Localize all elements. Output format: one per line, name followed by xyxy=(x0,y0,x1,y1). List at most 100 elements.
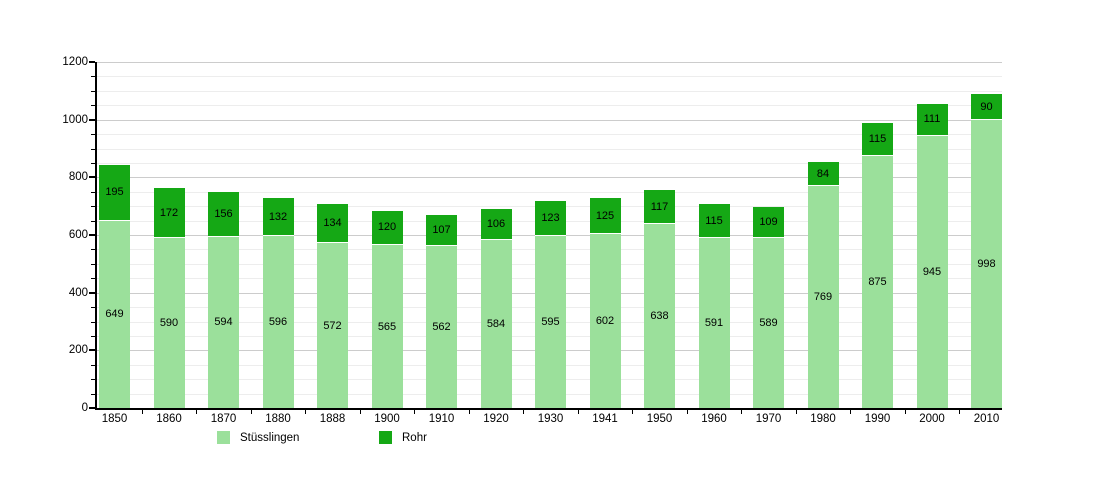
major-gridline xyxy=(97,119,1002,121)
bar-segment-stusslingen: 769 xyxy=(807,186,839,408)
x-axis-tick xyxy=(359,410,361,414)
value-label-stusslingen: 591 xyxy=(704,316,724,329)
bar-segment-stusslingen: 565 xyxy=(371,245,403,408)
bar-group-1880: 132 596 1880 xyxy=(262,62,294,425)
value-label-rohr: 115 xyxy=(705,214,723,227)
bar-segment-stusslingen: 602 xyxy=(589,234,621,408)
x-axis-tick xyxy=(305,410,307,414)
x-axis-tick-label: 1880 xyxy=(265,413,291,425)
minor-gridline xyxy=(97,191,1002,193)
bar-segment-rohr: 115 xyxy=(698,204,730,238)
y-minor-tick xyxy=(91,249,95,251)
x-axis-tick xyxy=(632,410,634,414)
minor-gridline xyxy=(97,162,1002,164)
x-axis-tick-label: 1920 xyxy=(483,413,509,425)
bar-group-1870: 156 594 1870 xyxy=(208,62,239,425)
value-label-rohr: 107 xyxy=(432,224,451,237)
y-minor-tick xyxy=(91,307,95,309)
y-minor-tick xyxy=(91,90,95,92)
bar-segment-stusslingen: 945 xyxy=(916,135,948,408)
bar-segment-rohr: 115 xyxy=(862,122,893,156)
bar-segment-rohr: 109 xyxy=(753,206,784,239)
x-axis-tick xyxy=(196,410,198,414)
x-axis-tick xyxy=(577,410,579,414)
y-minor-tick xyxy=(91,364,95,366)
x-axis-tick xyxy=(795,410,797,414)
y-axis xyxy=(95,62,97,410)
bar-segment-rohr: 106 xyxy=(480,209,512,240)
value-label-stusslingen: 590 xyxy=(159,316,179,329)
y-minor-tick xyxy=(91,379,95,381)
bar-segment-stusslingen: 595 xyxy=(535,236,566,408)
value-label-rohr: 125 xyxy=(595,209,615,222)
y-minor-tick xyxy=(91,321,95,323)
bar-segment-rohr: 123 xyxy=(535,201,566,237)
bar-segment-rohr: 172 xyxy=(153,188,185,238)
minor-gridline xyxy=(97,134,1002,136)
value-label-stusslingen: 602 xyxy=(595,315,615,328)
bar-segment-stusslingen: 875 xyxy=(862,155,893,408)
y-minor-tick xyxy=(91,105,95,107)
y-axis-tick-label: 600 xyxy=(68,229,88,241)
bar-group-1950: 117 638 1950 xyxy=(644,62,675,425)
x-axis-tick-label: 1860 xyxy=(156,413,182,425)
bar-group-2000: 111 945 2000 xyxy=(916,62,948,425)
major-gridline xyxy=(97,62,1002,63)
legend-label-rohr: Rohr xyxy=(402,431,427,444)
value-label-rohr: 123 xyxy=(541,212,560,225)
y-minor-tick xyxy=(91,148,95,150)
value-label-stusslingen: 589 xyxy=(759,317,778,330)
legend-label-stusslingen: Stüsslingen xyxy=(240,431,300,444)
bar-segment-stusslingen: 998 xyxy=(971,120,1002,408)
minor-gridline xyxy=(97,76,1002,78)
x-axis-tick-label: 1950 xyxy=(646,413,673,425)
bar-segment-rohr: 132 xyxy=(262,198,294,237)
y-axis-tick-label: 0 xyxy=(81,402,88,414)
y-minor-tick xyxy=(91,206,95,208)
bar-segment-stusslingen: 594 xyxy=(208,236,239,408)
x-axis-tick xyxy=(523,410,525,414)
x-axis-tick-label: 1870 xyxy=(210,413,237,425)
minor-gridline xyxy=(97,105,1002,107)
bar-segment-rohr: 156 xyxy=(208,191,239,237)
bar-segment-stusslingen: 589 xyxy=(753,238,784,408)
x-axis-tick xyxy=(850,410,852,414)
x-axis-tick xyxy=(250,410,252,414)
value-label-stusslingen: 594 xyxy=(214,316,233,329)
y-major-tick xyxy=(89,176,95,179)
x-axis-tick xyxy=(904,410,906,414)
x-axis-tick-label: 1970 xyxy=(755,413,782,425)
bar-segment-rohr: 120 xyxy=(371,210,403,246)
bar-group-1900: 120 565 1900 xyxy=(371,62,403,425)
x-axis-tick xyxy=(468,410,470,414)
bar-segment-stusslingen: 591 xyxy=(698,237,730,408)
y-minor-tick xyxy=(91,278,95,280)
bar-group-1850: 195 649 1850 xyxy=(99,62,130,425)
y-minor-tick xyxy=(91,162,95,164)
value-label-stusslingen: 769 xyxy=(813,291,833,304)
y-axis-tick-label: 200 xyxy=(68,344,88,357)
x-axis-tick-label: 1930 xyxy=(537,413,564,425)
legend-swatch-stusslingen xyxy=(217,431,230,444)
value-label-rohr: 109 xyxy=(759,215,778,228)
legend-item-rohr: Rohr xyxy=(379,431,427,444)
y-major-tick xyxy=(89,61,95,63)
legend: Stüsslingen Rohr xyxy=(0,431,1100,447)
value-label-stusslingen: 596 xyxy=(268,316,288,329)
value-label-rohr: 84 xyxy=(816,167,830,180)
x-axis-tick xyxy=(959,410,961,414)
bar-segment-stusslingen: 584 xyxy=(480,239,512,408)
bar-segment-stusslingen: 638 xyxy=(644,224,675,408)
bar-group-1930: 123 595 1930 xyxy=(535,62,566,425)
value-label-rohr: 172 xyxy=(159,206,179,219)
y-major-tick xyxy=(89,291,95,294)
bar-segment-rohr: 125 xyxy=(589,198,621,235)
bar-segment-rohr: 195 xyxy=(99,164,130,221)
value-label-stusslingen: 572 xyxy=(323,319,342,332)
legend-swatch-rohr xyxy=(379,431,392,444)
bar-segment-rohr: 117 xyxy=(644,190,675,225)
value-label-stusslingen: 595 xyxy=(541,316,560,329)
x-axis-tick xyxy=(141,410,143,414)
bar-group-1860: 172 590 1860 xyxy=(153,62,185,425)
